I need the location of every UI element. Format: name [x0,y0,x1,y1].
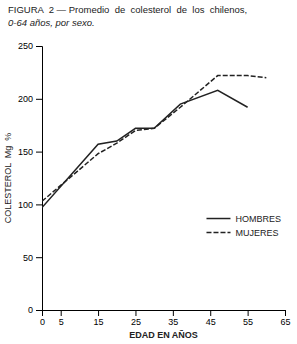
tick-mark [173,310,174,316]
tick-label: 250 [18,41,33,51]
tick-mark [248,310,249,316]
tick-label: 0 [40,317,45,327]
tick-mark [285,310,286,316]
tick-label: 150 [18,147,33,157]
tick-mark [98,310,99,316]
legend-item: HOMBRES [206,214,281,224]
tick: 200 [18,94,42,104]
tick-mark [36,99,42,100]
tick: 15 [94,310,104,327]
y-axis: 0 50 100 150 200 250 [18,41,43,315]
subtitle: 0-64 años, por sexo. [8,17,95,28]
tick: 55 [243,310,253,327]
tick: 65 [280,310,290,327]
legend-item: MUJERES [206,228,278,238]
lines [42,76,266,208]
x-axis-line [43,311,286,317]
tick-mark [61,310,62,316]
y-axis-line [36,47,43,311]
tick-mark [36,204,42,205]
tick-label: 200 [18,94,33,104]
series-line [42,90,248,207]
tick-label: 65 [280,317,290,327]
legend-swatch [206,218,230,220]
tick: 0 [28,305,42,315]
tick: 35 [168,310,178,327]
tick: 25 [131,310,141,327]
legend-swatch [206,232,230,234]
tick-label: 100 [18,200,33,210]
tick-label: 25 [131,317,141,327]
x-axis: 0 5 15 25 35 45 55 65 [40,310,291,327]
tick-mark [210,310,211,316]
chart: FIGURA 2 — Promedio de colesterol de los… [0,0,297,344]
tick-label: 50 [23,253,33,263]
tick-label: 0 [28,305,33,315]
tick-mark [36,310,42,311]
tick-mark [36,46,42,47]
series-line [42,76,266,202]
tick: 0 [40,310,45,327]
tick: 45 [206,310,216,327]
tick-label: 55 [243,317,253,327]
tick: 150 [18,147,42,157]
y-axis-title: COLESTEROL Mg % [3,133,13,224]
tick-mark [36,257,42,258]
tick-label: 15 [94,317,104,327]
tick-label: 45 [206,317,216,327]
plot: 0 5 15 25 35 45 55 65 0 50 100 150 200 250 EDAD EN AÑO… [3,41,291,340]
tick: 5 [59,310,64,327]
x-axis-title: EDAD EN AÑOS [129,330,198,340]
tick-label: 5 [59,317,64,327]
legend: HOMBRES MUJERES [206,214,281,238]
tick: 100 [18,200,42,210]
tick: 50 [23,253,42,263]
tick: 250 [18,41,42,51]
tick-label: 35 [168,317,178,327]
tick-mark [36,152,42,153]
tick-mark [135,310,136,316]
legend-label: MUJERES [235,228,278,238]
title: FIGURA 2 — Promedio de colesterol de los… [8,4,247,15]
legend-label: HOMBRES [235,214,281,224]
